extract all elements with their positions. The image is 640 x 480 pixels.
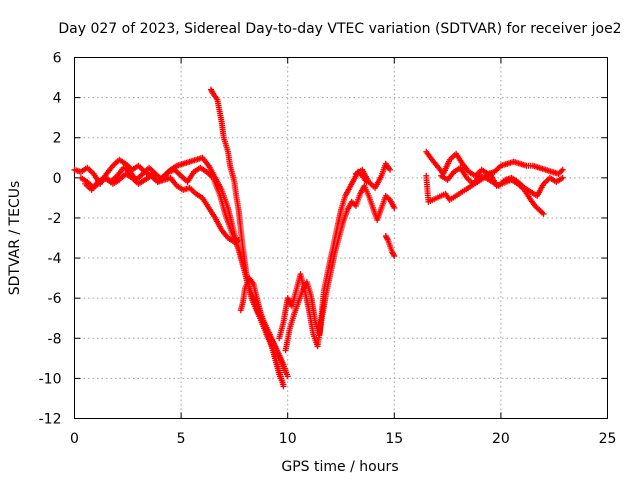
x-tick-label: 25 — [599, 431, 617, 447]
series-low-branch — [237, 275, 287, 388]
y-tick-label: -4 — [48, 251, 62, 267]
series-track-b — [82, 164, 291, 380]
x-tick-label: 10 — [279, 431, 297, 447]
series-evening-c — [423, 170, 547, 217]
y-tick-label: 6 — [53, 51, 62, 67]
x-tick-label: 15 — [385, 431, 403, 447]
data-point — [559, 174, 566, 181]
axis-ticks — [74, 57, 608, 419]
y-tick-label: -8 — [48, 331, 62, 347]
y-axis-title: SDTVAR / TECUs — [7, 181, 23, 296]
series-track-a — [71, 154, 287, 390]
y-tick-label: -10 — [39, 371, 62, 387]
data-point — [391, 204, 398, 211]
series-late-segment — [352, 160, 394, 191]
series-steep-descent — [207, 86, 289, 376]
data-points — [71, 86, 566, 390]
series-track-c — [77, 170, 242, 246]
y-tick-label: -12 — [39, 412, 62, 428]
y-tick-label: 0 — [53, 171, 62, 187]
data-point — [387, 166, 394, 173]
x-tick-label: 20 — [492, 431, 510, 447]
y-tick-labels: 6 4 2 0 -2 -4 -6 -8 -10 -12 — [39, 51, 62, 428]
data-point — [284, 373, 291, 380]
x-tick-label: 5 — [177, 431, 186, 447]
series-recovery-2 — [276, 182, 398, 350]
data-point — [390, 251, 397, 258]
y-tick-label: -6 — [48, 291, 62, 307]
data-point — [391, 253, 398, 260]
data-point — [559, 166, 566, 173]
data-point — [384, 235, 391, 242]
series-evening-a — [423, 148, 566, 179]
y-tick-label: 4 — [53, 91, 62, 107]
y-tick-label: -2 — [48, 211, 62, 227]
plot-frame — [74, 57, 608, 419]
chart-title: Day 027 of 2023, Sidereal Day-to-day VTE… — [58, 21, 621, 37]
series-drop-15 — [382, 232, 398, 260]
y-tick-label: 2 — [53, 131, 62, 147]
data-point — [282, 369, 289, 376]
x-axis-title: GPS time / hours — [281, 459, 398, 475]
x-tick-labels: 0 5 10 15 20 25 — [70, 431, 616, 447]
data-point — [280, 381, 287, 388]
x-tick-label: 0 — [70, 431, 79, 447]
data-point — [540, 210, 547, 217]
